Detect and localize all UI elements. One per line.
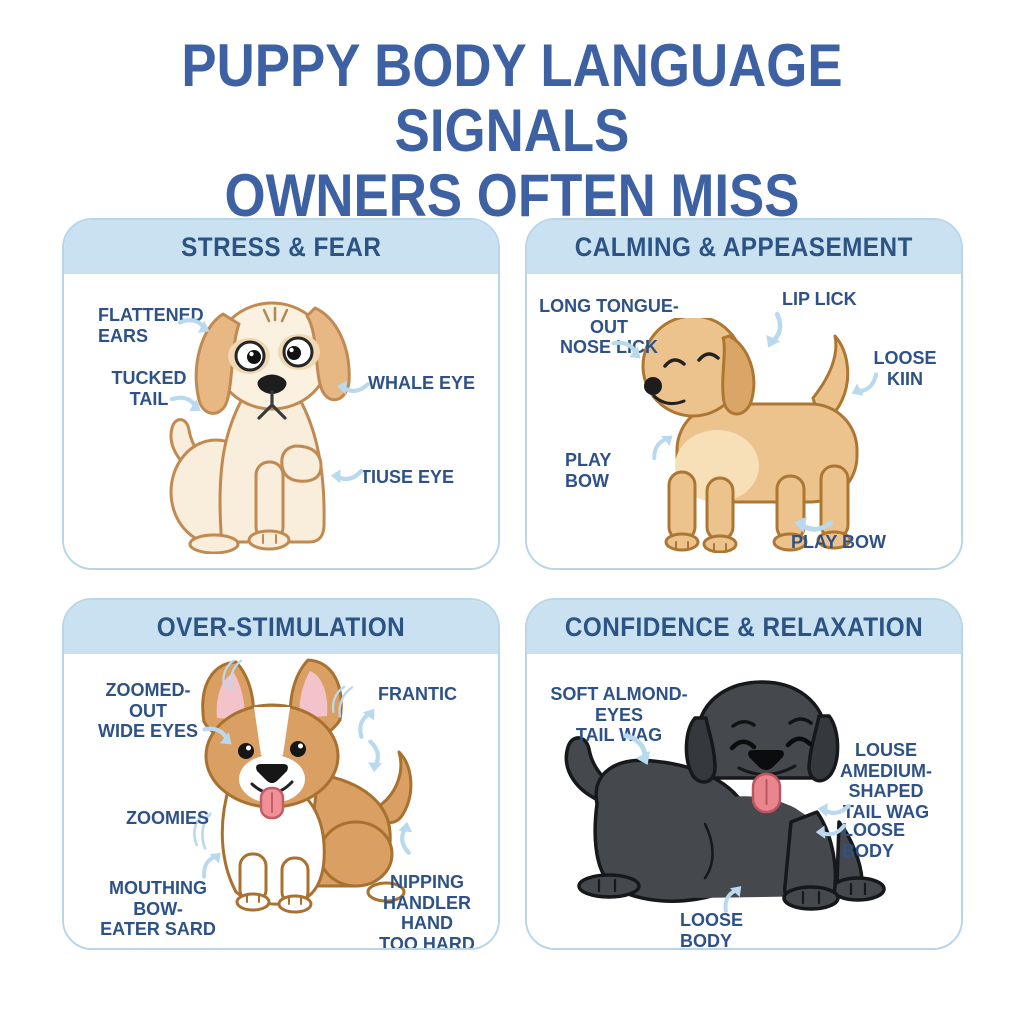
label-play-bow-bottom: PLAY BOW bbox=[791, 532, 887, 552]
label-zoomed-out-wide-eyes: ZOOMED-OUT WIDE EYES bbox=[97, 680, 199, 742]
panel-header-calming-appeasement: CALMING & APPEASEMENT bbox=[527, 220, 961, 274]
panel-header-confidence-relaxation: CONFIDENCE & RELAXATION bbox=[527, 600, 961, 654]
stressed-puppy-illustration bbox=[169, 301, 351, 554]
panel-confidence-relaxation: CONFIDENCE & RELAXATION bbox=[525, 598, 963, 950]
panel-header-over-stimulation: OVER-STIMULATION bbox=[64, 600, 498, 654]
relaxed-black-dog-illustration bbox=[564, 680, 886, 911]
panel-body-calming-appeasement: LONG TONGUE-OUT NOSE LICK LIP LICK LOOSE K… bbox=[527, 274, 961, 568]
label-tiuse-eye: TIUSE EYE bbox=[360, 467, 455, 487]
label-whale-eye: WHALE EYE bbox=[368, 373, 476, 393]
label-play-bow-left: PLAY BOW bbox=[565, 450, 612, 491]
panel-title: STRESS & FEAR bbox=[180, 231, 382, 262]
panel-calming-appeasement: CALMING & APPEASEMENT bbox=[525, 218, 963, 570]
panel-title: OVER-STIMULATION bbox=[156, 611, 406, 642]
label-zoomies: ZOOMIES bbox=[126, 808, 210, 828]
label-loose-kiin: LOOSE KIIN bbox=[873, 348, 937, 389]
label-tucked-tail: TUCKED TAIL bbox=[111, 368, 187, 409]
page-title-line2: OWNERS OFTEN MISS bbox=[224, 161, 800, 229]
label-lip-lick: LIP LICK bbox=[782, 289, 857, 309]
panel-title: CALMING & APPEASEMENT bbox=[575, 231, 913, 262]
page-title: PUPPY BODY LANGUAGE SIGNALS OWNERS OFTEN… bbox=[61, 32, 962, 229]
page-title-line1: PUPPY BODY LANGUAGE SIGNALS bbox=[181, 32, 843, 164]
label-nipping-handler-hand-too-hard: NIPPING HANDLER HAND TOO HARD bbox=[379, 872, 475, 950]
arrow-icon bbox=[813, 823, 847, 841]
panel-title: CONFIDENCE & RELAXATION bbox=[564, 611, 924, 642]
label-loose-body-bottom: LOOSE BODY bbox=[680, 910, 744, 950]
label-louse-amedium-shaped-tail-wag: LOUSE AMEDIUM-SHAPED TAIL WAG bbox=[840, 740, 932, 822]
label-frantic: FRANTIC bbox=[378, 684, 457, 704]
label-long-tongue-out-nose-lick: LONG TONGUE-OUT NOSE LICK bbox=[539, 296, 679, 358]
label-mouthing-bow-eater-sard: MOUTHING BOW- EATER SARD bbox=[100, 878, 216, 940]
calming-puppy-illustration bbox=[641, 318, 859, 553]
panel-body-stress-fear: FLATTENED EARS TUCKED TAIL WHALE EYE TIUSE… bbox=[64, 274, 498, 568]
label-flattened-ears: FLATTENED EARS bbox=[98, 305, 204, 346]
label-loose-body-right: LOOSE BODY bbox=[842, 820, 906, 861]
panel-stress-fear: STRESS & FEAR bbox=[62, 218, 500, 570]
panel-body-over-stimulation: ZOOMED-OUT WIDE EYES FRANTIC ZOOMIES MOUT… bbox=[64, 654, 498, 950]
panel-over-stimulation: OVER-STIMULATION bbox=[62, 598, 500, 950]
panel-header-stress-fear: STRESS & FEAR bbox=[64, 220, 498, 274]
label-soft-almond-eyes-tail-wag: SOFT ALMOND-EYES TAIL WAG bbox=[550, 684, 688, 746]
arrow-icon bbox=[329, 465, 364, 487]
arrow-icon bbox=[363, 738, 387, 774]
panel-body-confidence-relaxation: SOFT ALMOND-EYES TAIL WAG LOUSE AMEDIUM-SH… bbox=[527, 654, 961, 950]
